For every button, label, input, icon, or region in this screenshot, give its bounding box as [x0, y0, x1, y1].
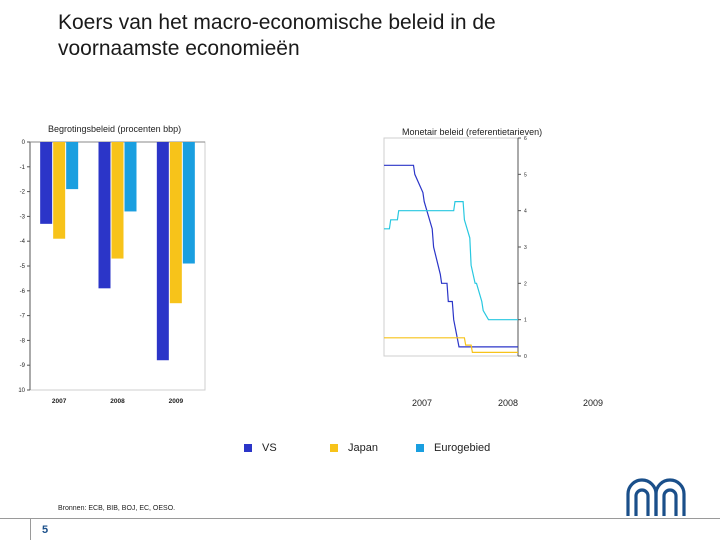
monetary-line-chart: 0123456USJapanZone euro — [383, 136, 527, 360]
institution-logo — [626, 478, 686, 516]
y-tick-label: 3 — [524, 245, 527, 251]
sources-note: Bronnen: ECB, BIB, BOJ, EC, OESO. — [58, 505, 176, 512]
y-tick-label: 4 — [524, 209, 527, 215]
bar-eurogebied-2008 — [124, 142, 137, 212]
bar-vs-2007 — [40, 142, 53, 224]
page-number: 5 — [42, 524, 49, 536]
bar-japan-2008 — [111, 142, 124, 259]
extra-year-label-2009: 2009 — [583, 398, 604, 408]
y-tick-label: -8 — [20, 338, 26, 344]
y-tick-label: -7 — [20, 314, 26, 320]
bar-japan-2009 — [169, 142, 182, 304]
extra-year-label-2008: 2008 — [498, 398, 519, 408]
line-us — [384, 164, 518, 348]
legend-label-eurogebied: Eurogebied — [434, 442, 491, 454]
bar-eurogebied-2007 — [66, 142, 79, 190]
x-tick-label: 2009 — [169, 398, 184, 405]
y-tick-label: 0 — [524, 354, 527, 360]
left-panel-label: Begrotingsbeleid (procenten bbp) — [48, 124, 182, 134]
y-tick-label: 0 — [22, 140, 26, 146]
x-tick-label: 2007 — [52, 398, 67, 405]
y-tick-label: -3 — [20, 214, 26, 220]
y-tick-label: 6 — [524, 136, 527, 142]
y-tick-label: -9 — [20, 363, 26, 369]
y-tick-label: 5 — [524, 172, 527, 178]
line-japan — [384, 337, 518, 353]
y-tick-label: -1 — [20, 165, 26, 171]
legend-item-japan: Japan — [330, 442, 378, 454]
y-tick-label: -2 — [20, 190, 26, 196]
bar-vs-2009 — [156, 142, 169, 361]
y-tick-label: -6 — [20, 289, 26, 295]
y-tick-label: -4 — [20, 239, 26, 245]
y-tick-label: -10 — [18, 388, 26, 394]
extra-year-label-2007: 2007 — [412, 398, 433, 408]
fiscal-bar-chart: 0 -1 -2 -3 -4 -5 -6 -7 -8 -9 -10 2007 2008 2009 — [18, 140, 206, 405]
right-panel-label: Monetair beleid (referentietarieven) — [402, 127, 543, 137]
x-tick-label: 2008 — [110, 398, 125, 405]
legend-item-vs: VS — [244, 442, 277, 454]
footer-divider-vertical — [30, 518, 31, 540]
legend-swatch-japan — [330, 444, 338, 452]
bar-vs-2008 — [98, 142, 111, 289]
footer-divider — [0, 518, 720, 519]
bar-japan-2007 — [53, 142, 66, 239]
y-tick-label: -5 — [20, 264, 26, 270]
legend-label-vs: VS — [262, 442, 277, 454]
line-zone-euro — [384, 200, 518, 321]
y-tick-label: 2 — [524, 281, 527, 287]
bar-eurogebied-2009 — [182, 142, 195, 264]
y-tick-label: 1 — [524, 318, 527, 324]
page-title: Koers van het macro-economische beleid i… — [58, 11, 496, 60]
legend-label-japan: Japan — [348, 442, 378, 454]
legend-swatch-eurogebied — [416, 444, 424, 452]
plot-area — [383, 137, 519, 357]
legend-item-eurogebied: Eurogebied — [416, 442, 490, 454]
legend-swatch-vs — [244, 444, 252, 452]
